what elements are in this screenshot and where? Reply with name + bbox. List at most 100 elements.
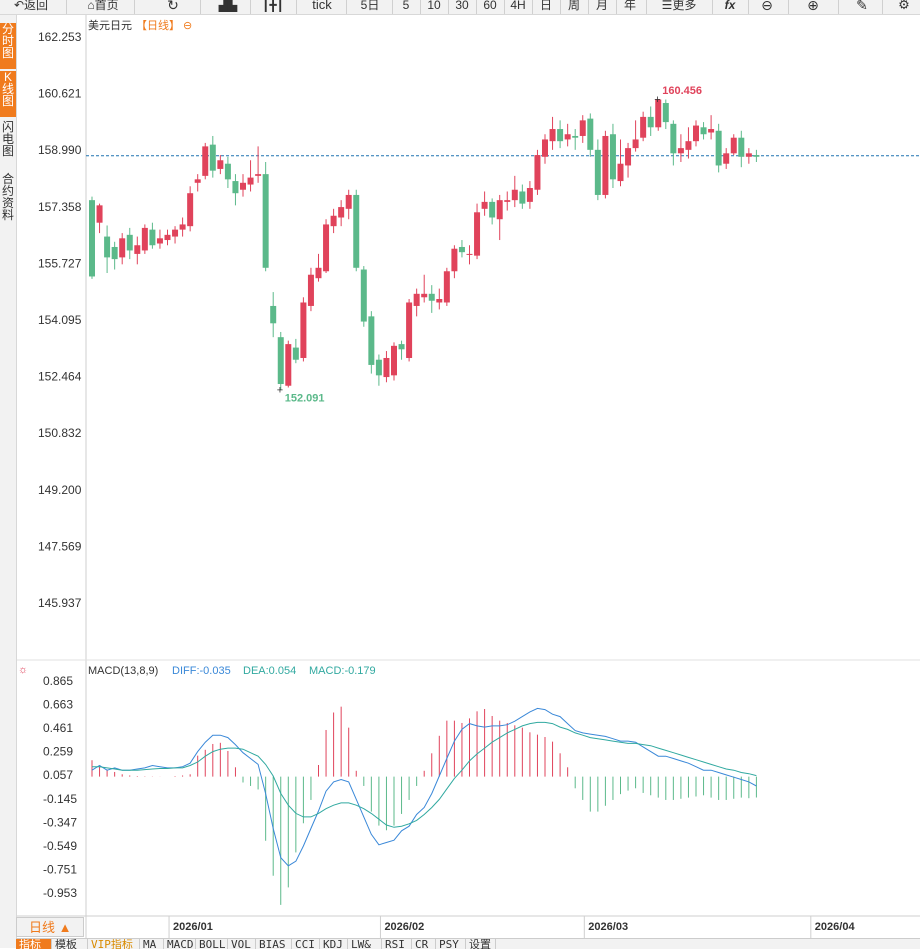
candle <box>617 139 624 187</box>
candle <box>625 142 632 178</box>
settings-icon[interactable]: ⚙ <box>898 0 910 12</box>
date-axis: 2026/01 2026/02 2026/03 2026/04 <box>168 916 855 938</box>
toggle-circle-icon[interactable]: ⊖ <box>183 20 192 32</box>
period-60min-button[interactable]: 60 <box>483 0 497 12</box>
period-30min-button[interactable]: 30 <box>455 0 469 12</box>
indicator-tab[interactable]: VIP指标 <box>88 939 140 949</box>
macd-tick-label: 0.259 <box>43 745 73 759</box>
candle <box>496 194 503 241</box>
indicator-tab[interactable]: PSY <box>436 939 466 949</box>
candle-body <box>391 345 397 376</box>
period-selector[interactable]: 日线 ▲ <box>16 917 84 937</box>
candle-body <box>232 181 239 194</box>
macd-tick-label: -0.347 <box>43 815 77 829</box>
candle-body <box>262 174 269 268</box>
indicator-tab[interactable]: MACD <box>164 939 196 949</box>
indicator-tab[interactable]: 模板 <box>52 939 88 949</box>
candle <box>572 129 579 150</box>
period-day-button[interactable]: 日 <box>539 0 552 12</box>
candle-body <box>519 191 526 204</box>
formula-button[interactable]: fx <box>724 0 736 12</box>
candle <box>375 354 382 386</box>
indicator-tab[interactable]: LW& <box>348 939 382 949</box>
candle-body <box>549 129 556 142</box>
macd-title: MACD(13,8,9) <box>88 665 158 677</box>
more-button[interactable]: ☰更多 <box>652 0 706 14</box>
tab-kline[interactable]: K线图 <box>0 71 16 117</box>
price-tick-label: 150.832 <box>38 426 82 440</box>
candle <box>504 191 511 211</box>
candle-body <box>330 215 337 227</box>
period-month-button[interactable]: 月 <box>595 0 608 12</box>
candle-body <box>240 182 246 190</box>
macd-tick-label: -0.751 <box>43 862 77 876</box>
candle <box>640 111 647 142</box>
period-week-button[interactable]: 周 <box>567 0 580 12</box>
candle-body <box>413 293 420 306</box>
candle-body <box>126 234 133 251</box>
indicator-tab[interactable]: BIAS <box>256 939 292 949</box>
candle <box>406 299 413 362</box>
sun-icon[interactable]: ☼ <box>18 664 28 676</box>
candle <box>693 120 699 147</box>
candle <box>677 134 684 162</box>
indicator-tab[interactable]: MA <box>140 939 164 949</box>
indicator-tab[interactable]: CCI <box>292 939 320 949</box>
zoom-in-icon[interactable]: ⊕ <box>807 0 819 13</box>
candle <box>398 340 405 360</box>
candle <box>255 146 262 183</box>
indicator-tab[interactable]: 设置 <box>466 939 496 949</box>
macd-tick-label: -0.549 <box>43 839 77 853</box>
candle <box>753 149 760 162</box>
candle-body <box>602 135 609 195</box>
period-5min-button[interactable]: 5 <box>402 0 410 12</box>
indicator-tab[interactable]: RSI <box>382 939 412 949</box>
tick-button[interactable]: tick <box>312 0 332 12</box>
indicator-tab[interactable]: VOL <box>228 939 256 949</box>
period-10min-button[interactable]: 10 <box>427 0 441 12</box>
candle-body <box>511 189 518 201</box>
indicator-tab[interactable]: BOLL <box>196 939 228 949</box>
period-4h-button[interactable]: 4H <box>510 0 526 12</box>
more-label: 更多 <box>672 0 697 12</box>
candle-body <box>557 129 564 142</box>
candle-body <box>474 212 481 256</box>
candle <box>209 135 216 178</box>
tab-contract[interactable]: 合约资料 <box>0 173 16 229</box>
back-button[interactable]: ↶返回 <box>8 0 54 14</box>
candle <box>104 225 111 273</box>
home-button[interactable]: ⌂首页 <box>80 0 126 14</box>
candle <box>247 160 254 192</box>
price-tick-label: 160.621 <box>38 87 82 101</box>
date-label: 2026/03 <box>588 921 628 933</box>
tab-flash[interactable]: 闪电图 <box>0 121 16 169</box>
candle <box>202 142 209 180</box>
candle <box>141 224 148 254</box>
candle <box>360 266 367 327</box>
candle-body <box>640 116 647 138</box>
tab-contract-label: 合约资料 <box>2 172 15 222</box>
tab-timeshare[interactable]: 分时图 <box>0 23 16 69</box>
price-tick-label: 155.727 <box>38 256 82 270</box>
refresh-icon[interactable]: ↻ <box>167 0 179 13</box>
candle-body <box>141 227 148 251</box>
candle <box>489 198 496 225</box>
draw-pen-icon[interactable]: ✎ <box>856 0 868 13</box>
price-tick-label: 154.095 <box>38 313 82 327</box>
back-label: 返回 <box>24 0 49 12</box>
candle-body <box>587 118 594 150</box>
indicator-tab[interactable]: CR <box>412 939 436 949</box>
candle-chart-icon[interactable]: ┃╋┃ <box>262 0 284 12</box>
candle-body <box>202 146 209 176</box>
indicator-tab[interactable]: KDJ <box>320 939 348 949</box>
candle <box>270 292 277 338</box>
tab-flash-label: 闪电图 <box>2 120 15 158</box>
indicator-tab[interactable]: 指标 <box>16 939 52 949</box>
zoom-out-icon[interactable]: ⊖ <box>761 0 773 13</box>
bar-chart-icon[interactable]: ▟▙ <box>218 0 238 12</box>
date-label: 2026/01 <box>173 921 213 933</box>
period-5day-button[interactable]: 5日 <box>360 0 380 12</box>
period-year-button[interactable]: 年 <box>623 0 636 12</box>
candle-body <box>662 103 669 123</box>
